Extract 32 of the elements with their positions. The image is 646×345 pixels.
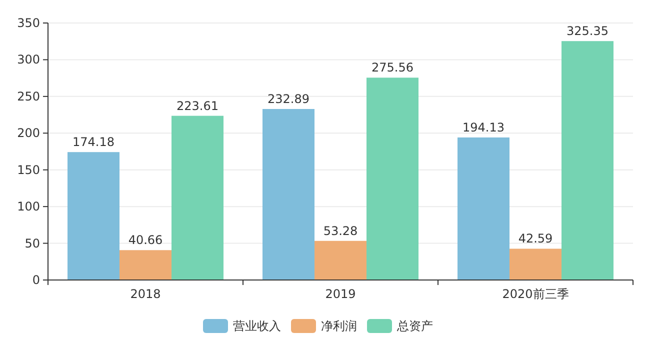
bar (562, 41, 614, 280)
bar (262, 108, 314, 280)
x-tick-label: 2019 (325, 287, 356, 301)
data-label: 53.28 (323, 224, 358, 238)
y-tick-label: 200 (17, 126, 40, 140)
bar (172, 116, 224, 280)
bar (510, 248, 562, 280)
y-tick-label: 50 (24, 236, 40, 250)
bar (458, 137, 510, 280)
data-label: 194.13 (462, 120, 504, 134)
data-label: 42.59 (518, 232, 553, 246)
x-tick-label: 2018 (130, 287, 161, 301)
y-tick-label: 300 (17, 52, 40, 67)
legend-label: 净利润 (321, 319, 357, 333)
legend-label: 营业收入 (233, 319, 281, 333)
data-label: 174.18 (72, 135, 114, 150)
y-tick-label: 250 (17, 89, 40, 104)
y-tick-label: 150 (17, 162, 40, 177)
bar (120, 250, 172, 280)
legend-label: 总资产 (396, 319, 433, 333)
bar (366, 78, 418, 280)
data-label: 223.61 (176, 98, 218, 113)
data-label: 40.66 (128, 233, 163, 248)
bar (314, 240, 366, 280)
data-label: 275.56 (372, 60, 414, 75)
y-tick-label: 100 (17, 200, 40, 214)
data-label: 325.35 (566, 24, 608, 38)
y-tick-label: 0 (32, 273, 40, 287)
data-label: 232.89 (268, 92, 310, 106)
bar (68, 152, 120, 280)
y-tick-label: 350 (17, 16, 40, 30)
x-tick-label: 2020前三季 (502, 287, 569, 301)
